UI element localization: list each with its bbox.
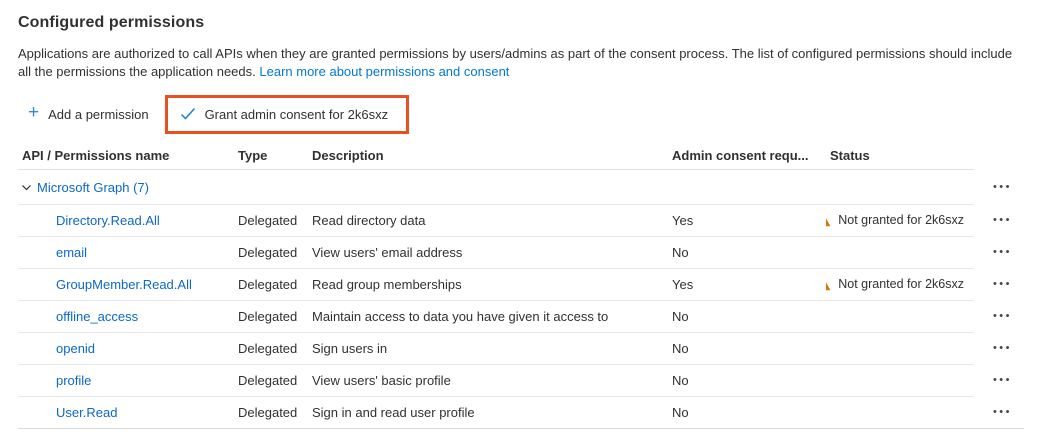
add-permission-label: Add a permission <box>48 106 149 122</box>
add-permission-button[interactable]: + Add a permission <box>18 99 159 130</box>
admin-consent-value: No <box>672 308 689 324</box>
more-options-button[interactable]: ••• <box>991 275 1014 293</box>
header-status: Status <box>830 148 870 163</box>
more-options-button[interactable]: ••• <box>991 243 1014 261</box>
header-type: Type <box>238 148 268 163</box>
grant-admin-consent-label: Grant admin consent for 2k6sxz <box>204 106 389 122</box>
warning-icon <box>826 213 831 227</box>
more-options-button[interactable]: ••• <box>991 339 1014 357</box>
configured-permissions-section: Configured permissions Applications are … <box>0 0 1060 429</box>
page-title: Configured permissions <box>18 14 205 31</box>
header-admin-consent-required: Admin consent requ... <box>672 148 809 163</box>
table-row: email Delegated View users' email addres… <box>18 236 1024 268</box>
admin-consent-value: Yes <box>672 276 694 292</box>
permissions-toolbar: + Add a permission Grant admin consent f… <box>18 93 1042 135</box>
admin-consent-value: Yes <box>672 212 694 228</box>
more-options-button[interactable]: ••• <box>991 403 1014 421</box>
table-row: offline_access Delegated Maintain access… <box>18 300 1024 332</box>
grant-admin-consent-button[interactable]: Grant admin consent for 2k6sxz <box>170 99 399 130</box>
admin-consent-value: No <box>672 340 689 356</box>
table-header-row: API / Permissions name Type Description … <box>18 141 1024 170</box>
permission-type: Delegated <box>238 372 298 388</box>
plus-icon: + <box>28 102 40 123</box>
admin-consent-value: No <box>672 404 689 420</box>
permission-type: Delegated <box>238 212 298 228</box>
table-row: User.Read Delegated Sign in and read use… <box>18 396 1024 428</box>
table-row: GroupMember.Read.All Delegated Read grou… <box>18 268 1024 300</box>
more-options-button[interactable]: ••• <box>991 371 1014 389</box>
permission-description: View users' email address <box>312 244 463 260</box>
admin-consent-value: No <box>672 244 689 260</box>
permissions-table: API / Permissions name Type Description … <box>18 141 1024 429</box>
status-cell: Not granted for 2k6sxz <box>826 277 978 291</box>
annotation-highlight-box: Grant admin consent for 2k6sxz <box>164 94 410 134</box>
api-group-row: Microsoft Graph (7) ••• <box>18 170 1024 204</box>
admin-consent-value: No <box>672 372 689 388</box>
permission-name-link[interactable]: email <box>56 244 88 260</box>
status-text: Not granted for 2k6sxz <box>838 213 964 227</box>
header-api-permissions-name: API / Permissions name <box>22 148 170 163</box>
warning-icon <box>826 277 831 291</box>
section-description: Applications are authorized to call APIs… <box>18 45 1028 81</box>
chevron-down-icon[interactable] <box>20 181 35 194</box>
permission-type: Delegated <box>238 404 298 420</box>
description-text: Applications are authorized to call APIs… <box>18 46 1013 79</box>
status-text: Not granted for 2k6sxz <box>838 277 964 291</box>
permission-type: Delegated <box>238 340 298 356</box>
permission-description: Read directory data <box>312 212 426 228</box>
permission-name-link[interactable]: GroupMember.Read.All <box>56 276 192 292</box>
checkmark-icon <box>180 107 196 121</box>
permission-name-link[interactable]: User.Read <box>56 404 118 420</box>
learn-more-link[interactable]: Learn more about permissions and consent <box>259 64 510 79</box>
permission-name-link[interactable]: openid <box>56 340 96 356</box>
permission-name-link[interactable]: Directory.Read.All <box>56 212 160 228</box>
permission-description: Sign in and read user profile <box>312 404 475 420</box>
permission-type: Delegated <box>238 276 298 292</box>
permission-type: Delegated <box>238 308 298 324</box>
permission-description: View users' basic profile <box>312 372 451 388</box>
header-description: Description <box>312 148 384 163</box>
permission-description: Maintain access to data you have given i… <box>312 308 609 324</box>
more-options-button[interactable]: ••• <box>991 178 1014 196</box>
permission-name-link[interactable]: profile <box>56 372 92 388</box>
table-row: openid Delegated Sign users in No ••• <box>18 332 1024 364</box>
permission-name-link[interactable]: offline_access <box>56 308 139 324</box>
permission-description: Sign users in <box>312 340 388 356</box>
permission-type: Delegated <box>238 244 298 260</box>
more-options-button[interactable]: ••• <box>991 211 1014 229</box>
status-cell: Not granted for 2k6sxz <box>826 213 978 227</box>
table-row: profile Delegated View users' basic prof… <box>18 364 1024 396</box>
permission-description: Read group memberships <box>312 276 462 292</box>
more-options-button[interactable]: ••• <box>991 307 1014 325</box>
table-row: Directory.Read.All Delegated Read direct… <box>18 204 1024 236</box>
microsoft-graph-group-link[interactable]: Microsoft Graph (7) <box>37 179 149 195</box>
